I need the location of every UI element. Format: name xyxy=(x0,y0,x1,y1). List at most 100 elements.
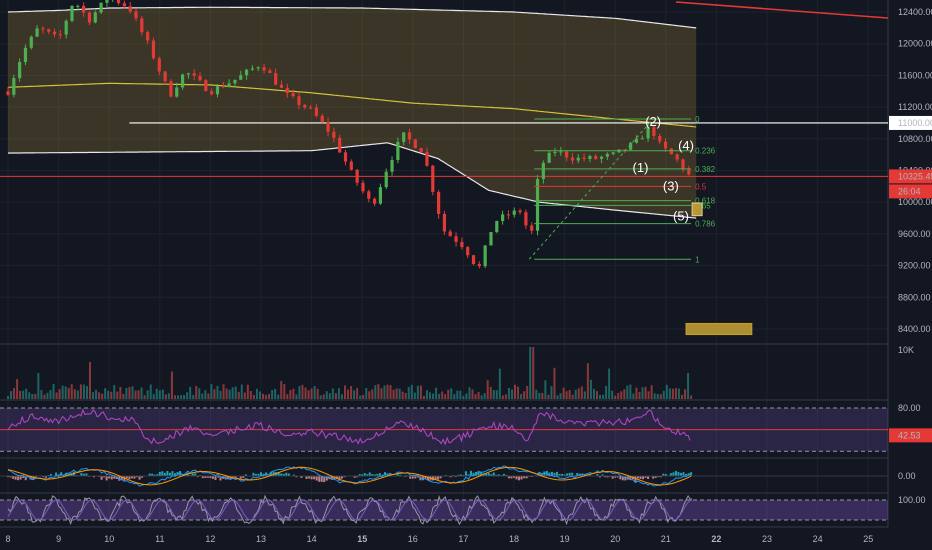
volume-bar xyxy=(450,388,453,399)
volume-bar xyxy=(574,389,577,399)
volume-bar xyxy=(22,390,25,399)
macd-histogram-bar xyxy=(9,476,12,478)
target-zone-box[interactable] xyxy=(685,322,753,336)
macd-histogram-bar xyxy=(194,473,197,477)
volume-bar xyxy=(377,384,380,399)
macd-histogram-bar xyxy=(148,473,151,477)
macd-histogram-bar xyxy=(120,476,123,480)
macd-histogram-bar xyxy=(29,476,32,480)
volume-bar xyxy=(19,390,22,399)
macd-histogram-bar xyxy=(682,472,685,477)
candle-body xyxy=(314,107,319,116)
macd-histogram-bar xyxy=(482,473,485,477)
macd-histogram-bar xyxy=(358,474,361,477)
volume-bar xyxy=(116,391,119,399)
volume-bar xyxy=(665,384,668,399)
volume-bar xyxy=(225,388,228,399)
volume-bar xyxy=(380,388,383,399)
macd-histogram-bar xyxy=(690,472,693,477)
macd-histogram-bar xyxy=(110,476,113,480)
macd-histogram-bar xyxy=(685,473,688,477)
time-axis[interactable]: 8 9 10 11 12 13 14 15 16 17 18 19 20 21 22 23 24 25 xyxy=(5,534,873,544)
macd-histogram-bar xyxy=(368,472,371,477)
price-axis[interactable]: 12400.00 12000.00 11600.00 11200.00 10800.00… xyxy=(898,7,932,334)
volume-bar xyxy=(49,389,52,399)
volume-bar xyxy=(501,395,504,399)
volume-bar xyxy=(674,388,677,399)
volume-bar xyxy=(137,390,140,399)
macd-histogram-bar xyxy=(65,472,68,477)
macd-histogram-bar xyxy=(340,476,343,479)
volume-bar xyxy=(313,385,316,399)
volume-bar xyxy=(617,392,620,399)
macd-histogram-bar xyxy=(601,474,604,477)
macd-histogram-bar xyxy=(490,474,493,477)
volume-bar xyxy=(277,394,280,399)
candle-body xyxy=(210,91,214,95)
macd-histogram-bar xyxy=(454,476,457,478)
volume-bar xyxy=(158,390,161,399)
candlestick-series xyxy=(6,0,691,269)
macd-histogram-bar xyxy=(105,476,108,481)
macd-histogram-bar xyxy=(335,476,338,479)
envelope-upper-line xyxy=(7,6,697,29)
fib-level-label: 0.236 xyxy=(695,147,716,156)
candle-body xyxy=(547,152,551,163)
volume-bar xyxy=(67,387,70,399)
time-tick-label: 8 xyxy=(5,534,10,544)
candle-body xyxy=(605,153,609,157)
macd-histogram-bar xyxy=(677,472,680,477)
stoch-k-line xyxy=(7,494,693,526)
macd-histogram-bar xyxy=(520,476,523,480)
candle-body xyxy=(64,20,68,35)
volume-bar xyxy=(167,393,170,399)
volume-bar xyxy=(671,388,674,399)
volume-bar xyxy=(419,385,422,399)
volume-bar xyxy=(295,394,298,399)
macd-histogram-bar xyxy=(659,476,662,478)
volume-bar xyxy=(107,390,110,399)
macd-histogram-bar xyxy=(158,471,161,477)
volume-bar xyxy=(684,389,687,399)
volume-bar xyxy=(34,393,37,399)
volume-bar xyxy=(504,394,507,399)
volume-bar xyxy=(416,385,419,399)
macd-histogram-bar xyxy=(34,476,37,478)
volume-bar xyxy=(64,386,67,399)
candle-body xyxy=(396,141,400,161)
time-tick-label: 21 xyxy=(661,534,671,544)
macd-histogram-bar xyxy=(282,473,285,477)
candle-body xyxy=(675,154,679,160)
macd-histogram-bar xyxy=(239,476,242,479)
volume-bar xyxy=(31,394,34,399)
volume-bar xyxy=(76,390,79,399)
candle-body xyxy=(262,67,266,71)
macd-histogram-bar xyxy=(477,470,480,477)
volume-bar xyxy=(204,390,207,399)
volume-bar xyxy=(180,395,183,399)
volume-bar xyxy=(134,390,137,399)
price-tick-label: 11600.00 xyxy=(898,70,932,80)
volume-bar xyxy=(401,391,404,399)
fib-level-label: 0.618 xyxy=(695,197,716,206)
volume-bar xyxy=(222,384,225,399)
wave3-zone-box[interactable] xyxy=(691,202,703,217)
volume-bar xyxy=(237,391,240,399)
candle-body xyxy=(541,162,545,180)
volume-bar xyxy=(392,389,395,399)
volume-bar xyxy=(356,388,359,399)
time-tick-label: 23 xyxy=(762,534,772,544)
volume-bar xyxy=(507,388,510,399)
macd-histogram-bar xyxy=(313,476,316,480)
volume-bar xyxy=(343,385,346,399)
candle-body xyxy=(349,161,353,170)
time-tick-label: 16 xyxy=(408,534,418,544)
time-tick-label: 11 xyxy=(155,534,164,544)
fib-level-label: 0.65 xyxy=(695,201,711,210)
candle-body xyxy=(588,155,592,160)
red-trend-line[interactable] xyxy=(675,1,889,19)
volume-bar xyxy=(559,393,562,399)
